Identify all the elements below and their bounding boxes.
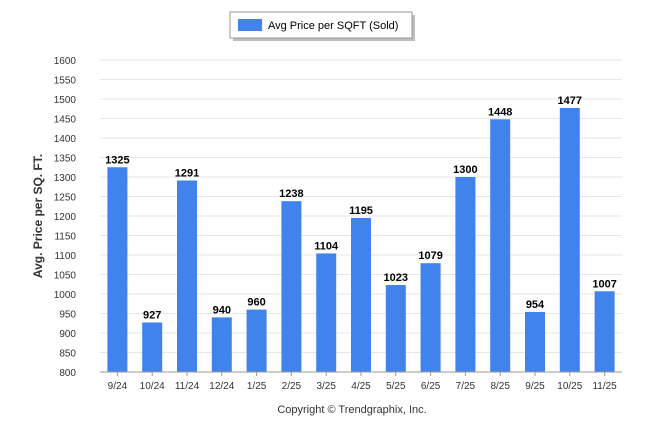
data-label-10-24: 927 [143,309,161,321]
data-label-2-25: 1238 [279,188,303,200]
data-label-11-25: 1007 [592,278,616,290]
bar-9-24 [107,167,128,372]
legend: Avg Price per SQFT (Sold) [229,11,415,41]
y-tick-1550: 1550 [54,76,77,87]
y-tick-1350: 1350 [54,154,77,165]
bar-4-25 [351,217,371,372]
data-label-9-25: 954 [526,299,545,311]
copyright-footer: Copyright © Trendgraphix, Inc. [277,404,426,416]
legend-swatch [238,19,262,31]
bar-2-25 [281,201,302,372]
x-tick-9-25: 9/25 [525,381,545,392]
x-tick-12-24: 12/24 [209,381,234,392]
y-tick-1500: 1500 [54,95,77,106]
x-tick-8-25: 8/25 [490,381,510,392]
data-label-7-25: 1300 [453,164,477,176]
data-label-8-25: 1448 [488,106,512,118]
bar-11-24 [177,180,197,372]
x-tick-6-25: 6/25 [421,381,441,392]
x-tick-11-25: 11/25 [592,381,617,392]
data-label-10-25: 1477 [558,95,582,107]
x-tick-4-25: 4/25 [351,381,371,392]
y-tick-900: 900 [59,329,76,340]
data-label-6-25: 1079 [418,250,442,262]
y-axis-label: Avg. Price per SQ. FT. [31,154,45,278]
y-tick-1100: 1100 [54,251,76,262]
x-tick-10-24: 10/24 [140,381,165,392]
x-tick-10-25: 10/25 [557,381,582,392]
x-tick-7-25: 7/25 [456,381,476,392]
bar-10-24 [142,322,163,372]
data-label-9-24: 1325 [105,154,129,166]
bar-10-25 [559,107,580,372]
y-tick-1450: 1450 [54,115,77,126]
x-tick-1-25: 1/25 [247,381,267,392]
x-tick-labels: 9/24 10/24 11/24 12/24 1/25 2/25 3/25 4/25 5/25 6… [108,381,618,392]
bar-12-24 [211,317,232,372]
x-tick-5-25: 5/25 [386,381,406,392]
bar-3-25 [316,253,337,372]
bar-8-25 [490,119,511,372]
y-tick-1000: 1000 [54,290,77,301]
bar-5-25 [385,285,406,372]
bar-1-25 [246,309,267,372]
y-tick-1600: 1600 [54,56,77,67]
bar-11-25 [594,291,615,372]
data-label-12-24: 940 [213,304,231,316]
data-label-5-25: 1023 [384,272,408,284]
bars [107,107,615,372]
data-label-11-24: 1291 [175,168,199,180]
y-tick-1200: 1200 [54,212,77,223]
bar-7-25 [455,177,476,372]
y-tick-1300: 1300 [54,173,77,184]
data-label-4-25: 1195 [349,205,373,217]
y-tick-1400: 1400 [54,134,77,145]
data-labels: 1325 927 1291 940 960 1238 1104 1195 1023 1079 130… [105,95,617,322]
x-tick-3-25: 3/25 [316,381,336,392]
x-tick-2-25: 2/25 [282,381,302,392]
y-tick-1050: 1050 [54,271,77,282]
y-tick-1250: 1250 [54,193,77,204]
x-tick-9-24: 9/24 [108,381,128,392]
y-tick-950: 950 [59,310,76,321]
data-label-3-25: 1104 [314,240,339,252]
y-tick-800: 800 [59,368,76,379]
y-tick-labels: 800 850 900 950 1000 1050 1100 1150 1200 1250 1300… [54,56,77,379]
axes [100,371,622,376]
y-tick-1150: 1150 [54,232,76,243]
legend-label: Avg Price per SQFT (Sold) [268,20,398,32]
bar-9-25 [525,311,545,372]
y-tick-850: 850 [59,349,76,360]
x-tick-11-24: 11/24 [175,381,200,392]
bar-6-25 [420,263,441,372]
data-label-1-25: 960 [247,297,265,309]
